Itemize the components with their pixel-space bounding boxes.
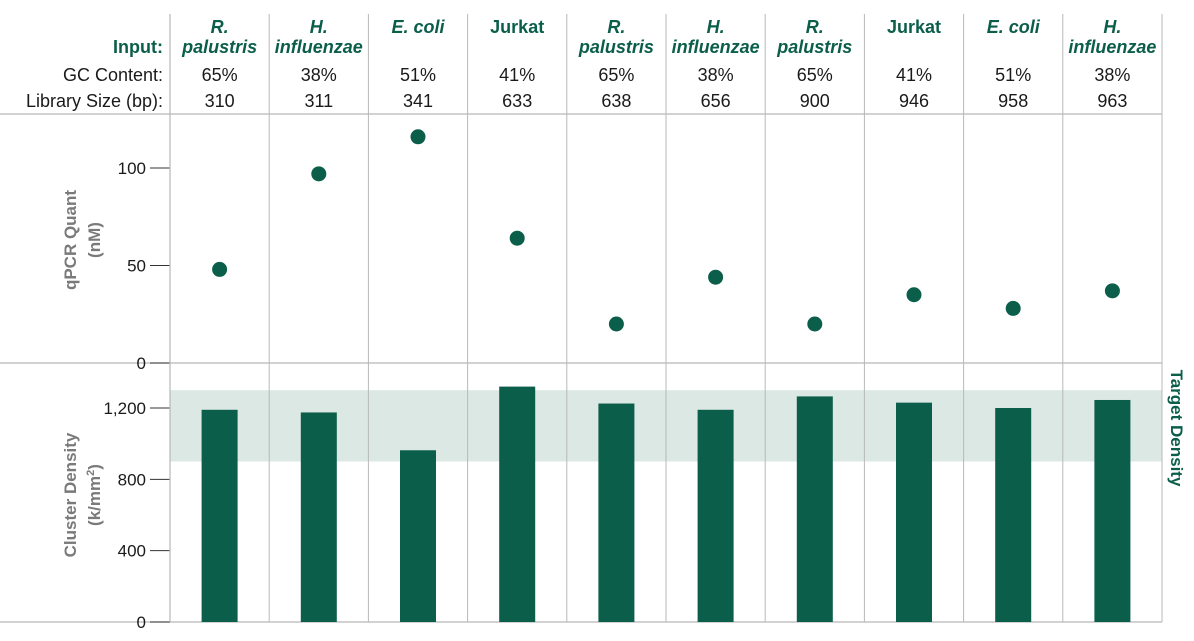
column-library-size: 310 bbox=[205, 91, 235, 111]
column-input-name: E. coli bbox=[987, 17, 1041, 37]
density-bar bbox=[796, 396, 833, 622]
qpcr-point bbox=[608, 316, 624, 332]
density-ylabel-unit: (k/mm bbox=[85, 476, 104, 526]
column-input-name: H. bbox=[707, 17, 725, 37]
density-ylabel-sup: 2 bbox=[85, 470, 97, 476]
density-bar bbox=[300, 412, 337, 622]
column-gc-content: 41% bbox=[896, 65, 932, 85]
density-ytick-label: 400 bbox=[118, 542, 146, 561]
density-bar bbox=[598, 403, 635, 622]
qpcr-ytick-label: 50 bbox=[127, 257, 146, 276]
column-library-size: 963 bbox=[1097, 91, 1127, 111]
qpcr-point bbox=[212, 261, 228, 277]
column-input-name: R. bbox=[607, 17, 625, 37]
qpcr-point bbox=[807, 316, 823, 332]
column-gc-content: 65% bbox=[598, 65, 634, 85]
column-input-name-line2: palustris bbox=[181, 37, 257, 57]
column-gc-content: 38% bbox=[698, 65, 734, 85]
column-library-size: 656 bbox=[701, 91, 731, 111]
density-ytick-label: 1,200 bbox=[103, 399, 146, 418]
column-input-name-line2: influenzae bbox=[275, 37, 363, 57]
target-density-label: Target Density bbox=[1167, 370, 1186, 487]
column-library-size: 958 bbox=[998, 91, 1028, 111]
column-input-name: R. bbox=[806, 17, 824, 37]
column-library-size: 341 bbox=[403, 91, 433, 111]
density-bar bbox=[499, 386, 536, 622]
density-ytick-label: 0 bbox=[137, 613, 146, 632]
density-bar bbox=[400, 450, 436, 622]
column-gc-content: 38% bbox=[1094, 65, 1130, 85]
column-input-name: E. coli bbox=[391, 17, 445, 37]
qpcr-point bbox=[1005, 300, 1021, 316]
data-mark-layer bbox=[201, 129, 1131, 622]
column-input-name: R. bbox=[211, 17, 229, 37]
qpcr-ytick-label: 0 bbox=[137, 354, 146, 373]
input-row-label: Input: bbox=[113, 37, 163, 57]
density-ylabel-line1: Cluster Density bbox=[61, 432, 80, 557]
qpcr-point bbox=[509, 230, 525, 246]
library-size-row-label: Library Size (bp): bbox=[26, 91, 163, 111]
column-input-name-line2: influenzae bbox=[1068, 37, 1156, 57]
density-bar bbox=[995, 408, 1032, 622]
qpcr-point bbox=[410, 129, 426, 145]
column-header-layer: Input: GC Content: Library Size (bp): R.… bbox=[26, 17, 1156, 111]
column-library-size: 946 bbox=[899, 91, 929, 111]
density-ylabel-close: ) bbox=[85, 464, 104, 470]
qpcr-ylabel-line1: qPCR Quant bbox=[61, 190, 80, 290]
qpcr-ytick-label: 100 bbox=[118, 159, 146, 178]
density-bar bbox=[896, 402, 932, 622]
column-input-name: Jurkat bbox=[490, 17, 544, 37]
column-gc-content: 51% bbox=[995, 65, 1031, 85]
column-input-name-line2: palustris bbox=[578, 37, 654, 57]
column-library-size: 900 bbox=[800, 91, 830, 111]
column-gc-content: 38% bbox=[301, 65, 337, 85]
column-library-size: 633 bbox=[502, 91, 532, 111]
column-gc-content: 65% bbox=[797, 65, 833, 85]
column-gc-content: 41% bbox=[499, 65, 535, 85]
axis-layer: qPCR Quant (nM) Cluster Density (k/mm2) … bbox=[61, 14, 1186, 632]
qpcr-point bbox=[906, 287, 922, 303]
qpcr-point bbox=[1104, 283, 1120, 299]
column-gc-content: 65% bbox=[202, 65, 238, 85]
column-library-size: 638 bbox=[601, 91, 631, 111]
gridline-layer bbox=[0, 14, 1163, 623]
column-input-name: H. bbox=[310, 17, 328, 37]
column-input-name: H. bbox=[1103, 17, 1121, 37]
density-bar bbox=[1094, 399, 1131, 622]
qpcr-ylabel-line2: (nM) bbox=[85, 222, 104, 258]
qpcr-point bbox=[708, 269, 724, 285]
density-ytick-label: 800 bbox=[118, 470, 146, 489]
qpcr-point bbox=[311, 166, 327, 182]
gc-content-row-label: GC Content: bbox=[63, 65, 163, 85]
column-gc-content: 51% bbox=[400, 65, 436, 85]
density-ylabel-line2: (k/mm2) bbox=[85, 464, 104, 526]
column-input-name-line2: influenzae bbox=[672, 37, 760, 57]
density-bar bbox=[697, 409, 734, 622]
column-input-name-line2: palustris bbox=[776, 37, 852, 57]
column-library-size: 311 bbox=[304, 91, 333, 111]
column-input-name: Jurkat bbox=[887, 17, 941, 37]
density-bar bbox=[201, 409, 238, 622]
